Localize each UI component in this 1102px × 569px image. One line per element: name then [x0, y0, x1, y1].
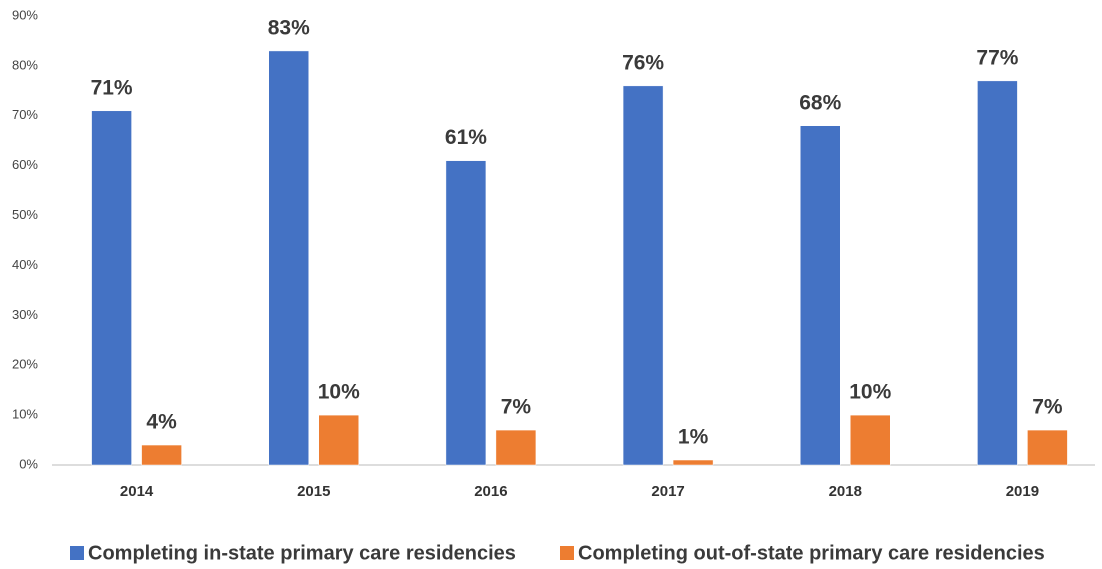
y-tick-label: 60%	[12, 157, 38, 172]
value-label: 7%	[1032, 396, 1063, 419]
legend-label: Completing out-of-state primary care res…	[578, 542, 1045, 564]
y-tick-label: 70%	[12, 107, 38, 122]
value-label: 83%	[268, 16, 310, 39]
value-label: 7%	[501, 396, 532, 419]
legend-swatch	[560, 546, 574, 560]
y-tick-label: 40%	[12, 257, 38, 272]
y-tick-label: 0%	[19, 456, 38, 471]
value-label: 68%	[799, 91, 841, 114]
bar	[141, 444, 182, 466]
x-tick-label: 2016	[474, 483, 507, 500]
y-tick-label: 90%	[12, 7, 38, 22]
value-label: 10%	[849, 381, 891, 404]
y-tick-label: 80%	[12, 57, 38, 72]
y-tick-label: 50%	[12, 207, 38, 222]
bar	[268, 50, 309, 466]
bar	[1027, 429, 1068, 466]
bar	[850, 414, 891, 466]
y-tick-label: 20%	[12, 357, 38, 372]
y-tick-label: 10%	[12, 407, 38, 422]
bar	[495, 429, 537, 466]
x-tick-label: 2014	[120, 483, 154, 500]
legend-swatch	[70, 546, 84, 560]
value-label: 4%	[146, 411, 177, 434]
bar	[800, 125, 841, 466]
bar	[318, 414, 359, 466]
bar	[622, 85, 664, 466]
y-tick-label: 30%	[12, 307, 38, 322]
bar	[445, 160, 487, 466]
value-label: 1%	[678, 426, 709, 449]
legend-label: Completing in-state primary care residen…	[88, 542, 516, 564]
x-tick-label: 2017	[651, 483, 684, 500]
value-label: 76%	[622, 51, 664, 74]
bar	[91, 110, 132, 466]
value-label: 61%	[445, 126, 487, 149]
value-label: 77%	[976, 46, 1018, 69]
bar	[672, 459, 714, 466]
value-label: 71%	[91, 76, 133, 99]
bar	[977, 80, 1018, 466]
x-tick-label: 2015	[297, 483, 330, 500]
value-label: 10%	[318, 381, 360, 404]
x-tick-label: 2018	[829, 483, 862, 500]
x-tick-label: 2019	[1006, 483, 1039, 500]
